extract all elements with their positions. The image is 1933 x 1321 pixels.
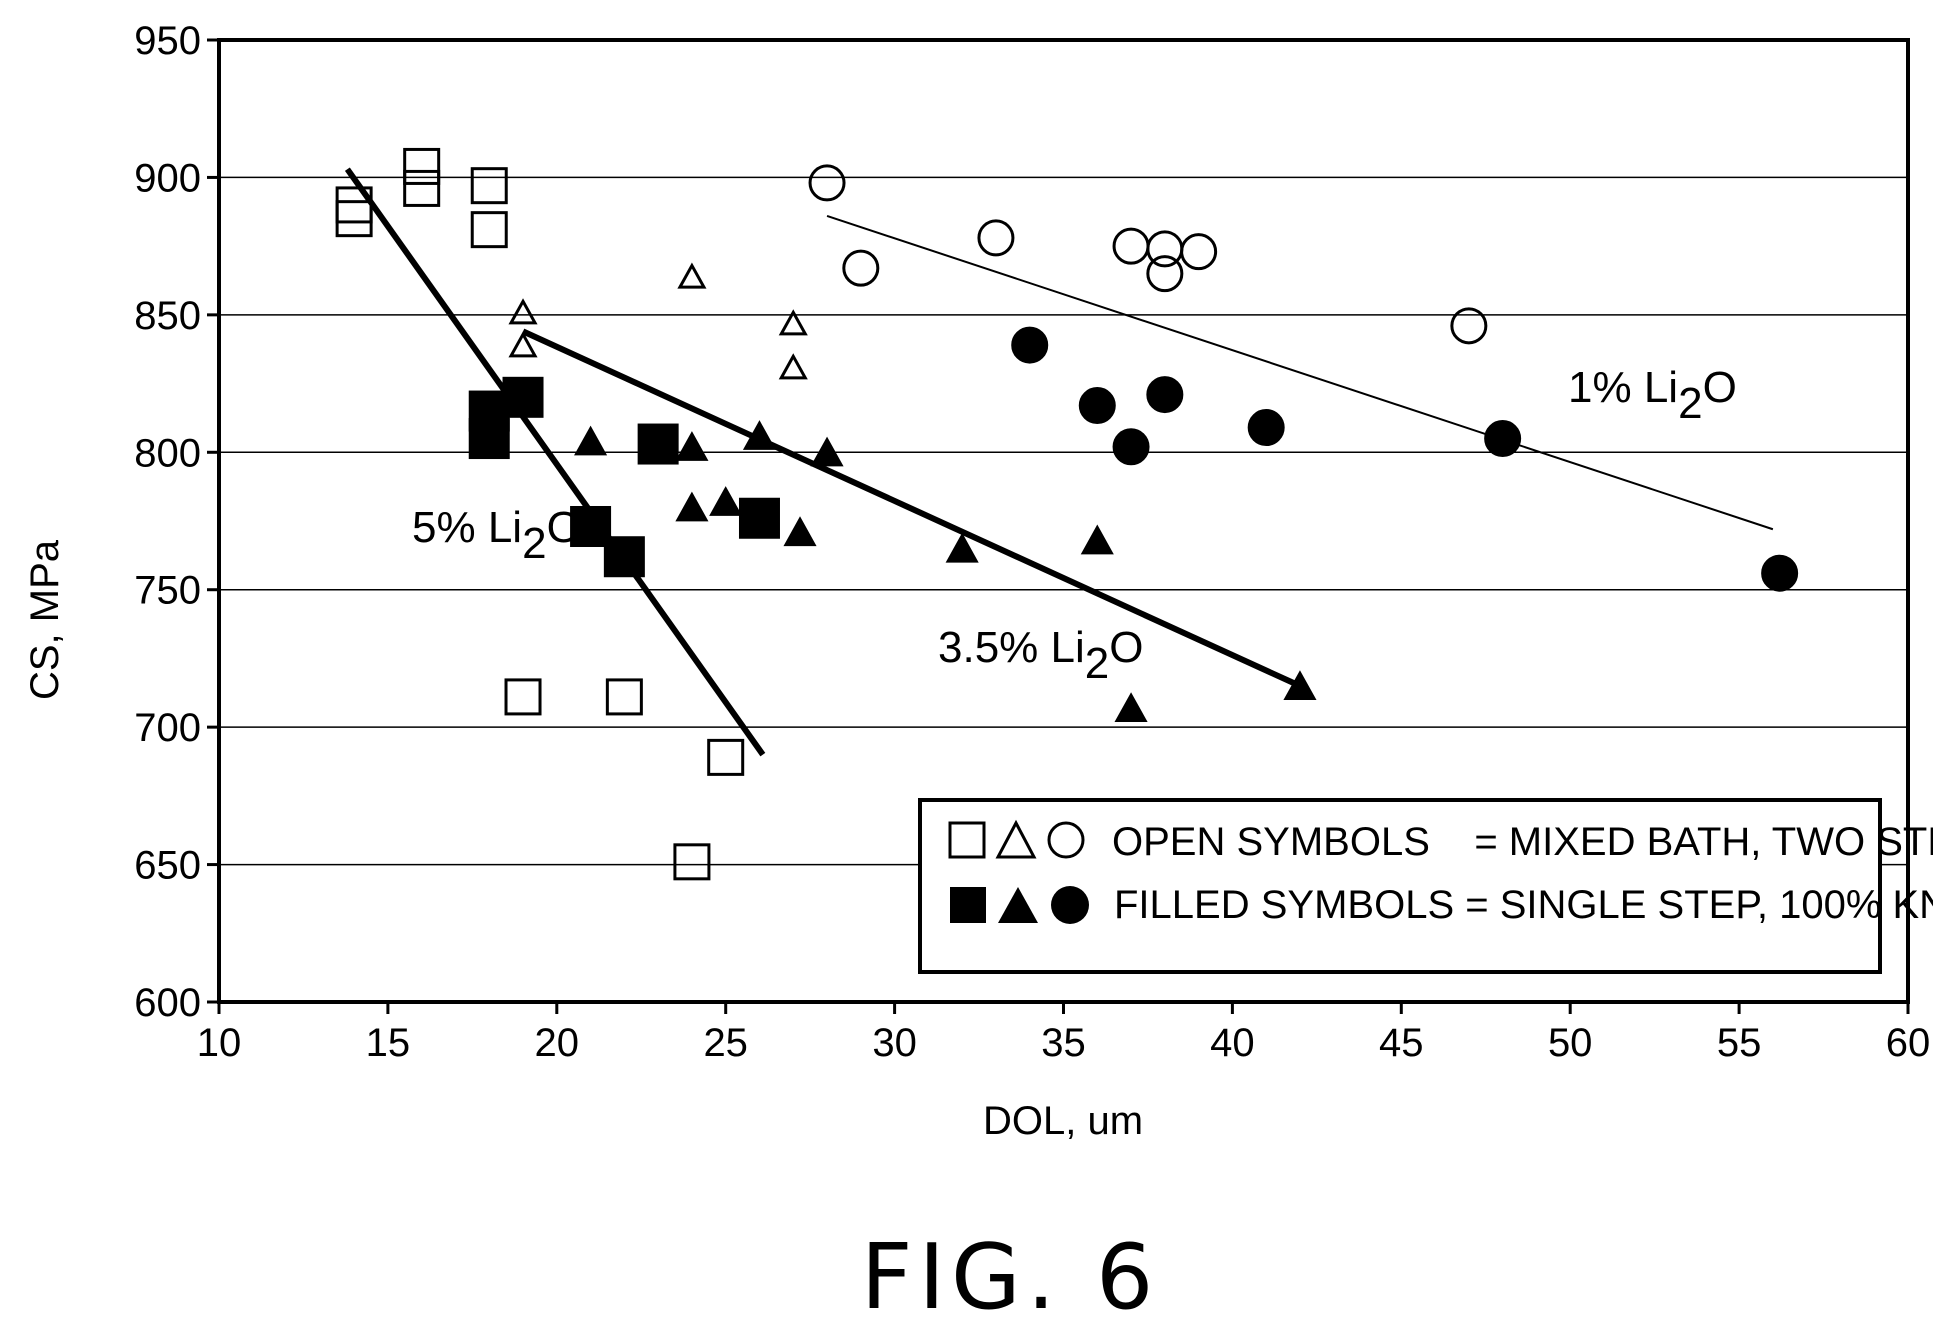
trend-line-label-suffix: O (547, 503, 581, 552)
x-tick-label: 60 (1886, 1021, 1931, 1065)
y-axis: 600 650 700 750 800 850 900 950 (134, 19, 219, 1025)
y-tick-label: 700 (134, 706, 201, 750)
data-points (335, 147, 1799, 881)
y-tick-label: 950 (134, 19, 201, 63)
filled-circle-point (1247, 409, 1285, 447)
open-circle-point (1146, 255, 1184, 293)
filled-square-point (570, 505, 612, 547)
y-tick-label: 650 (134, 844, 201, 888)
open-circle-point (1112, 227, 1150, 265)
filled-circle-point (1761, 554, 1799, 592)
y-tick-label: 600 (134, 981, 201, 1025)
trend-line-label: 3.5% Li2O (938, 623, 1143, 688)
x-axis: 10 15 20 25 30 35 40 45 50 55 60 (197, 1002, 1931, 1065)
trend-line-label-text: 1% Li (1568, 363, 1678, 412)
filled-circle-point (1011, 326, 1049, 364)
x-axis-title: DOL, um (983, 1099, 1143, 1143)
open-square-point (335, 200, 373, 238)
x-tick-label: 35 (1041, 1021, 1086, 1065)
open-square-point (470, 167, 508, 205)
x-tick-label: 25 (703, 1021, 748, 1065)
open-square-point (335, 186, 373, 224)
filled-square-point (637, 423, 679, 465)
filled-triangle-point (945, 532, 979, 563)
trend-line-label-subscript: 2 (522, 519, 546, 568)
filled-triangle-point (810, 436, 844, 467)
legend-open-triangle-icon (995, 819, 1037, 859)
trend-line-label-text: 3.5% Li (938, 623, 1085, 672)
figure-caption: FIG. 6 (861, 1225, 1160, 1321)
trend-line-label-subscript: 2 (1678, 379, 1702, 428)
open-circle-point (1450, 307, 1488, 345)
x-tick-label: 50 (1548, 1021, 1593, 1065)
filled-circle-point (1112, 428, 1150, 466)
x-tick-label: 55 (1717, 1021, 1762, 1065)
open-square-point (403, 147, 441, 185)
filled-triangle-point (742, 420, 777, 450)
legend-label-filled: FILLED SYMBOLS = SINGLE STEP, 100% KNO3 (1114, 883, 1933, 949)
filled-circle-point (1146, 376, 1184, 414)
filled-triangle-point (783, 516, 817, 547)
filled-square-point (738, 497, 780, 539)
filled-triangle-point (1080, 524, 1114, 555)
trend-line-label-suffix: O (1109, 623, 1143, 672)
open-triangle-point (778, 353, 808, 380)
trend-line-label: 1% Li2O (1568, 363, 1737, 428)
trend-line-label-suffix: O (1703, 363, 1737, 412)
y-axis-title: CS, MPa (23, 539, 67, 700)
y-tick-label: 900 (134, 156, 201, 200)
legend-label-open: OPEN SYMBOLS = MIXED BATH, TWO STEP (1112, 820, 1933, 864)
open-square-point (470, 211, 508, 249)
filled-triangle-point (574, 425, 608, 456)
trend-line (521, 328, 1302, 689)
legend-filled-circle-icon (1051, 886, 1089, 924)
x-tick-label: 40 (1210, 1021, 1255, 1065)
trend-line (826, 214, 1774, 531)
open-circle-point (977, 219, 1015, 257)
open-square-point (504, 678, 542, 716)
open-square-point (673, 843, 711, 881)
legend-open-square-icon (948, 821, 986, 859)
open-circle-point (1180, 233, 1218, 271)
trend-lines (344, 167, 1774, 757)
open-triangle-point (778, 309, 808, 336)
y-tick-label: 750 (134, 569, 201, 613)
filled-triangle-point (709, 486, 743, 516)
open-circle-point (842, 249, 880, 287)
x-tick-label: 15 (366, 1021, 411, 1065)
filled-triangle-point (675, 491, 709, 522)
filled-square-point (603, 536, 645, 578)
open-square-point (707, 738, 745, 776)
y-tick-label: 800 (134, 431, 201, 475)
open-square-point (605, 678, 643, 716)
trend-line-label-text: 5% Li (412, 503, 522, 552)
filled-circle-point (1078, 387, 1116, 425)
open-triangle-point (677, 262, 707, 289)
trend-line-label: 5% Li2O (412, 503, 581, 568)
open-triangle-point (508, 331, 538, 358)
x-tick-label: 20 (535, 1021, 580, 1065)
open-triangle-point (508, 298, 538, 325)
legend-open-circle-icon (1047, 821, 1085, 859)
legend-filled-triangle-icon (998, 887, 1038, 923)
x-tick-label: 10 (197, 1021, 242, 1065)
filled-triangle-point (1283, 670, 1317, 701)
trend-line-label-subscript: 2 (1085, 639, 1109, 688)
x-tick-label: 30 (872, 1021, 917, 1065)
x-tick-label: 45 (1379, 1021, 1424, 1065)
filled-square-point (502, 376, 544, 418)
filled-triangle-point (675, 431, 709, 461)
legend: OPEN SYMBOLS = MIXED BATH, TWO STEP FILL… (918, 798, 1933, 974)
y-tick-label: 850 (134, 294, 201, 338)
open-square-point (403, 169, 441, 207)
trend-line (344, 167, 766, 757)
filled-circle-point (1484, 420, 1522, 458)
legend-label-filled-main: FILLED SYMBOLS = SINGLE STEP, 100% KNO (1114, 883, 1933, 927)
filled-triangle-point (1114, 692, 1148, 723)
legend-filled-square-icon (950, 887, 986, 923)
open-circle-point (808, 164, 846, 202)
